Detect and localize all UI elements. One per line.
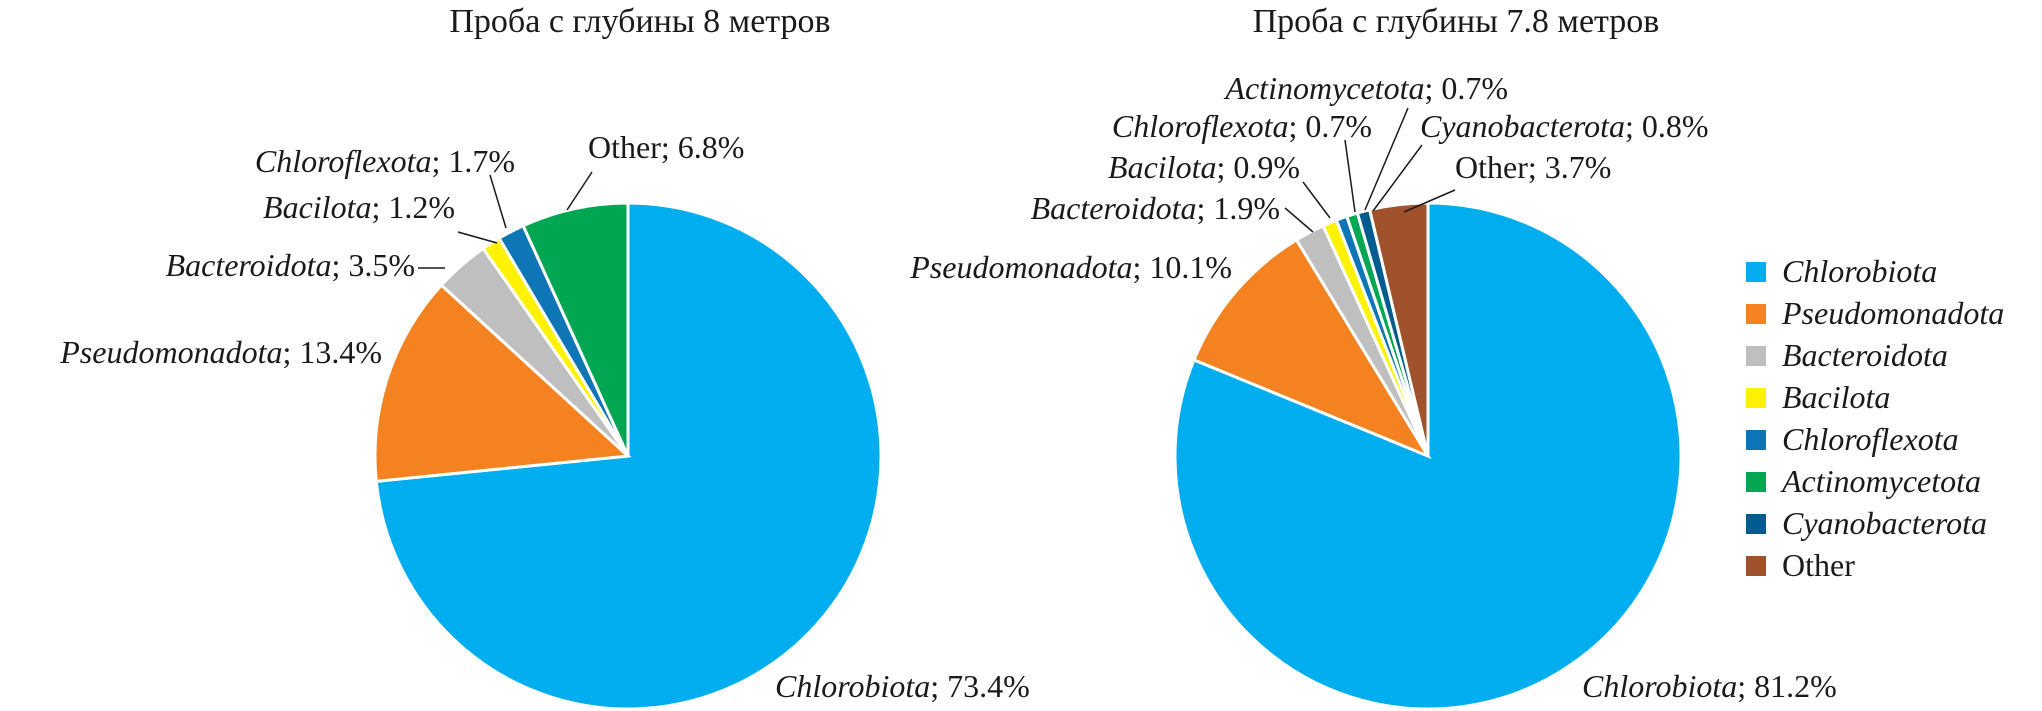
legend-swatch-pseudomonadota: [1746, 304, 1766, 324]
chart-2-label-bacteroidota: Bacteroidota; 1.9%: [1031, 190, 1280, 226]
chart-2-label-bacilota: Bacilota; 0.9%: [1108, 149, 1300, 185]
chart-1-label-bacteroidota: Bacteroidota; 3.5%: [166, 247, 415, 283]
chart-2-leader-bacteroidota: [1284, 207, 1314, 233]
legend-label-cyanobacterota: Cyanobacterota: [1782, 505, 1987, 541]
legend-swatch-chloroflexota: [1746, 430, 1766, 450]
chart-2-leader-chloroflexota: [1344, 139, 1356, 213]
chart-2-leader-other: [1403, 189, 1456, 213]
chart-2-slice-pseudomonadota: [1192, 237, 1432, 460]
chart-1-label-pseudomonadota: Pseudomonadota; 13.4%: [59, 334, 382, 370]
legend-label-pseudomonadota: Pseudomonadota: [1781, 295, 2004, 331]
chart-1-label-other: Other; 6.8%: [588, 129, 744, 165]
chart-1-label-chlorobiota: Chlorobiota; 73.4%: [775, 668, 1030, 704]
chart-2-leader-cyanobacterota: [1372, 144, 1423, 212]
chart-1-slice-pseudomonadota: [373, 283, 632, 484]
chart-legend: Chlorobiota Pseudomonadota Bacteroidota Bac…: [1746, 253, 2004, 583]
chart-2-label-actinomycetota: Actinomycetota; 0.7%: [1223, 70, 1508, 106]
chart-2-label-cyanobacterota: Cyanobacterota; 0.8%: [1420, 108, 1709, 144]
legend-label-chloroflexota: Chloroflexota: [1782, 421, 1959, 457]
chart-2-label-other: Other; 3.7%: [1455, 149, 1611, 185]
legend-swatch-chlorobiota: [1746, 262, 1766, 282]
legend-label-chlorobiota: Chlorobiota: [1782, 253, 1937, 289]
chart-2-leader-bacilota: [1302, 181, 1331, 219]
chart-2-title: Проба с глубины 7.8 метров: [1253, 3, 1660, 40]
chart-1-slice-other: [521, 201, 630, 457]
chart-1-leader-other: [566, 171, 593, 211]
chart-1-title: Проба с глубины 8 метров: [449, 3, 830, 40]
legend-swatch-actinomycetota: [1746, 472, 1766, 492]
chart-2-label-pseudomonadota: Pseudomonadota; 10.1%: [909, 249, 1232, 285]
chart-1-pie: Chlorobiota; 73.4% Pseudomonadota; 13.4% B…: [59, 129, 1030, 711]
legend-swatch-cyanobacterota: [1746, 514, 1766, 534]
legend-label-other: Other: [1782, 547, 1855, 583]
chart-2-slice-other: [1367, 201, 1430, 457]
legend-label-actinomycetota: Actinomycetota: [1780, 463, 1981, 499]
chart-1-leader-chloroflexota: [489, 174, 507, 229]
chart-1-leader-bacilota: [457, 231, 498, 244]
chart-2-label-chlorobiota: Chlorobiota; 81.2%: [1582, 668, 1837, 704]
chart-1-label-chloroflexota: Chloroflexota; 1.7%: [255, 143, 515, 179]
legend-swatch-bacteroidota: [1746, 346, 1766, 366]
chart-2-leader-actinomycetota: [1364, 107, 1409, 211]
legend-swatch-other: [1746, 556, 1766, 576]
chart-2-label-chloroflexota: Chloroflexota; 0.7%: [1112, 108, 1372, 144]
chart-1-label-bacilota: Bacilota; 1.2%: [263, 189, 455, 225]
chart-2-pie: Chlorobiota; 81.2% Pseudomonadota; 10.1% B…: [909, 70, 1837, 711]
legend-swatch-bacilota: [1746, 388, 1766, 408]
legend-label-bacteroidota: Bacteroidota: [1782, 337, 1948, 373]
legend-label-bacilota: Bacilota: [1782, 379, 1890, 415]
